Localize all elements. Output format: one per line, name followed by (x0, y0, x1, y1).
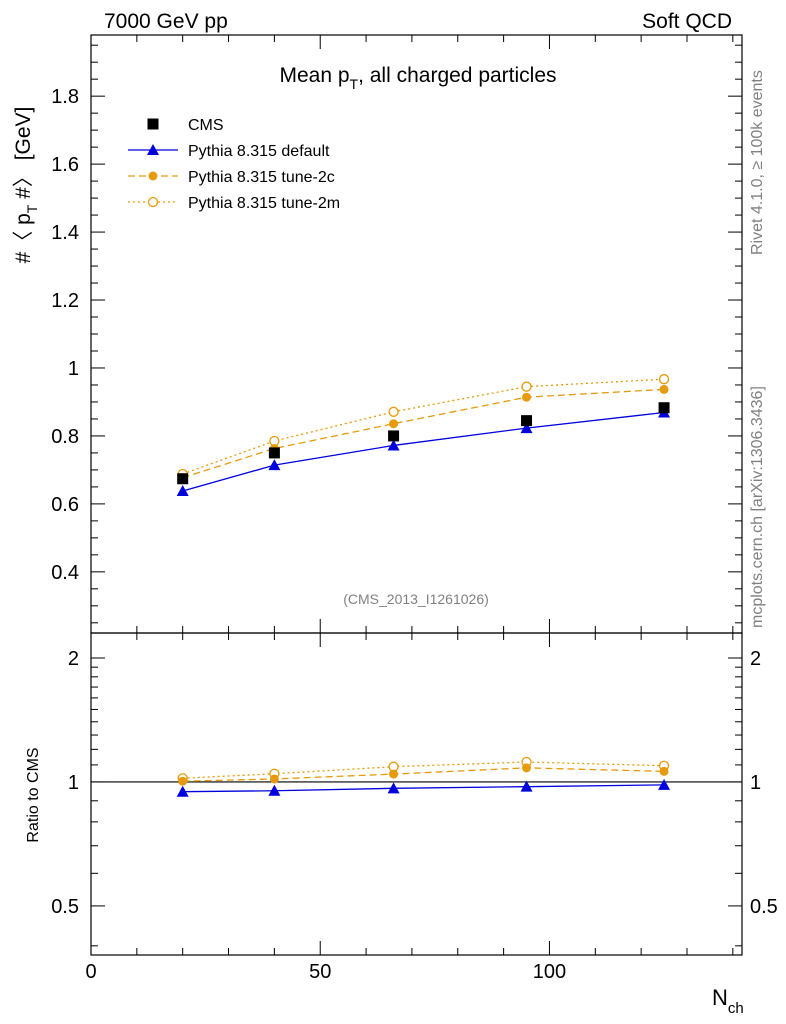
legend-marker (147, 118, 159, 130)
legend-marker (148, 171, 158, 181)
series-pythia-8-315-tune-2c (178, 384, 669, 483)
main-y-tick-label: 0.4 (51, 562, 79, 584)
header-right-label: Soft QCD (642, 10, 732, 33)
ratio-y-axis-label: Ratio to CMS (25, 747, 42, 842)
data-point (387, 439, 400, 451)
ratio-series-pythia-8-315-default (176, 778, 671, 797)
legend-marker (147, 196, 159, 208)
data-point (268, 447, 280, 459)
legend: CMS Pythia 8.315 default Pythia 8.315 tune… (128, 117, 340, 212)
main-axis-ticks: 0.4 0.6 0.8 1 1.2 1.4 1.6 1.8 (51, 44, 742, 624)
ratio-y-tick-label-right: 0.5 (750, 896, 778, 918)
x-axis-label-sub: ch (728, 1000, 744, 1017)
main-y-tick-label: 1.2 (51, 290, 79, 312)
main-y-tick-label: 0.6 (51, 494, 79, 516)
legend-entry: Pythia 8.315 tune-2c (128, 169, 335, 186)
data-point (388, 430, 400, 442)
plot-title-rest: , all charged particles (358, 64, 556, 87)
x-tick-label: 100 (533, 961, 566, 983)
ratio-data-point (389, 769, 399, 779)
data-point (521, 415, 533, 427)
y-axis-label: #〈 pT #〉 [GeV] (12, 107, 40, 264)
data-point (177, 473, 189, 485)
y-axis-label-rest: #〉 [GeV] (12, 107, 35, 205)
x-axis-label-main: N (712, 985, 728, 1010)
ratio-data-point (269, 774, 279, 784)
main-y-tick-label: 0.8 (51, 426, 79, 448)
legend-entry: CMS (147, 117, 224, 134)
main-series-group (176, 374, 671, 496)
plot-title-main: Mean p (279, 64, 349, 87)
x-tick-label: 50 (309, 961, 331, 983)
data-point (268, 459, 281, 471)
ratio-data-point (658, 778, 671, 790)
series-pythia-8-315-tune-2m (177, 374, 670, 480)
x-axis-label: Nch (712, 985, 744, 1017)
main-y-tick-label: 1.8 (51, 86, 79, 108)
header-left-label: 7000 GeV pp (104, 10, 228, 33)
series-line (182, 411, 665, 492)
legend-label: CMS (188, 117, 224, 134)
ratio-series-pythia-8-315-tune-2c (178, 763, 669, 786)
y-axis-label-sub: T (24, 204, 40, 213)
series-line (182, 388, 665, 479)
legend-marker (147, 144, 159, 155)
ratio-data-point (520, 780, 533, 792)
ratio-plot-frame (90, 632, 743, 956)
data-point (659, 384, 669, 394)
x-axis-ticks: 0 50 100 (85, 35, 734, 983)
rivet-label: Rivet 4.1.0, ≥ 100k events (749, 70, 766, 255)
data-point (176, 484, 189, 496)
main-y-tick-label: 1.4 (51, 222, 79, 244)
x-tick-label: 0 (85, 961, 96, 983)
ratio-data-point (522, 763, 532, 773)
ratio-axis-ticks: 0.5 0.5 1 1 2 2 (51, 648, 778, 947)
data-point (520, 422, 533, 434)
ratio-data-point (178, 776, 188, 786)
legend-label: Pythia 8.315 tune-2c (188, 169, 335, 186)
ratio-data-point (387, 782, 400, 794)
mcplots-label: mcplots.cern.ch [arXiv:1306.3436] (749, 386, 766, 628)
main-y-tick-label: 1 (68, 358, 79, 380)
ratio-y-tick-label-right: 2 (750, 648, 761, 670)
ratio-y-tick-label: 1 (68, 772, 79, 794)
data-point (658, 374, 670, 385)
ratio-series-line (182, 784, 665, 793)
ratio-data-point (268, 784, 281, 796)
legend-entry: Pythia 8.315 tune-2m (128, 195, 340, 212)
ratio-data-point (176, 785, 189, 797)
data-point (658, 402, 670, 414)
ratio-series-group (176, 756, 671, 797)
data-point (522, 392, 532, 402)
series-cms (177, 402, 670, 485)
legend-label: Pythia 8.315 tune-2m (188, 195, 340, 212)
plot-title-sub: T (350, 76, 359, 92)
ratio-data-point (659, 766, 669, 776)
data-point (521, 381, 532, 392)
data-point (389, 419, 399, 429)
ratio-y-tick-label: 0.5 (51, 896, 79, 918)
main-y-tick-label: 1.6 (51, 154, 79, 176)
analysis-label: (CMS_2013_I1261026) (343, 591, 489, 607)
data-point (388, 406, 399, 417)
ratio-y-tick-label-right: 1 (750, 772, 761, 794)
y-axis-label-main: #〈 p (12, 213, 35, 263)
legend-label: Pythia 8.315 default (188, 143, 330, 160)
legend-entry: Pythia 8.315 default (128, 143, 330, 160)
series-pythia-8-315-default (176, 406, 671, 496)
ratio-y-tick-label: 2 (68, 648, 79, 670)
plot-title: Mean pT, all charged particles (279, 64, 556, 92)
ratio-series-line (182, 767, 665, 782)
